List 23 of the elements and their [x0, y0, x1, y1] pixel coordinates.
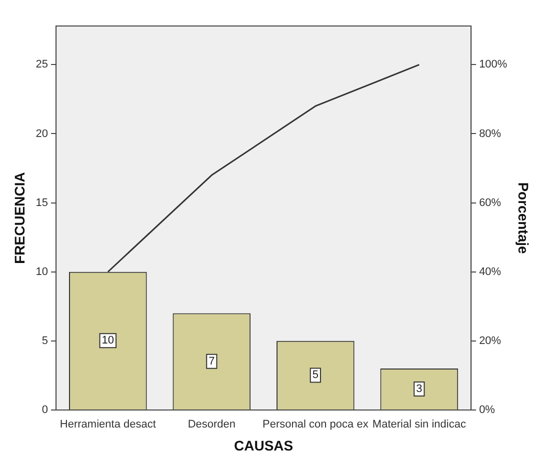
- y2-tick-label: 20%: [479, 334, 502, 347]
- x-axis-title: CAUSAS: [234, 437, 294, 454]
- y2-tick-label: 0%: [479, 404, 496, 416]
- y2-tick-label: 100%: [479, 58, 508, 71]
- data-label: 3: [416, 383, 422, 396]
- data-label: 10: [102, 334, 114, 347]
- y2-tick-label: 80%: [479, 128, 502, 140]
- x-tick-label: Personal con poca ex: [262, 418, 369, 431]
- y-tick-label: 25: [36, 58, 48, 71]
- y2-tick-label: 40%: [479, 266, 502, 278]
- data-label: 7: [208, 355, 215, 368]
- y-tick-label: 10: [36, 266, 48, 278]
- y-tick-label: 0: [42, 404, 48, 416]
- y-tick-label: 5: [42, 334, 48, 347]
- y2-axis-title: Porcentaje: [516, 182, 532, 254]
- y2-tick-label: 60%: [479, 196, 502, 209]
- x-tick-label: Herramienta desact: [60, 418, 156, 431]
- x-tick-label: Material sin indicac: [372, 418, 466, 431]
- data-label: 5: [312, 369, 318, 382]
- y-axis-title: FRECUENCIA: [11, 172, 28, 264]
- y-tick-label: 15: [36, 196, 48, 209]
- y-tick-label: 20: [36, 128, 48, 140]
- x-tick-label: Desorden: [188, 418, 236, 431]
